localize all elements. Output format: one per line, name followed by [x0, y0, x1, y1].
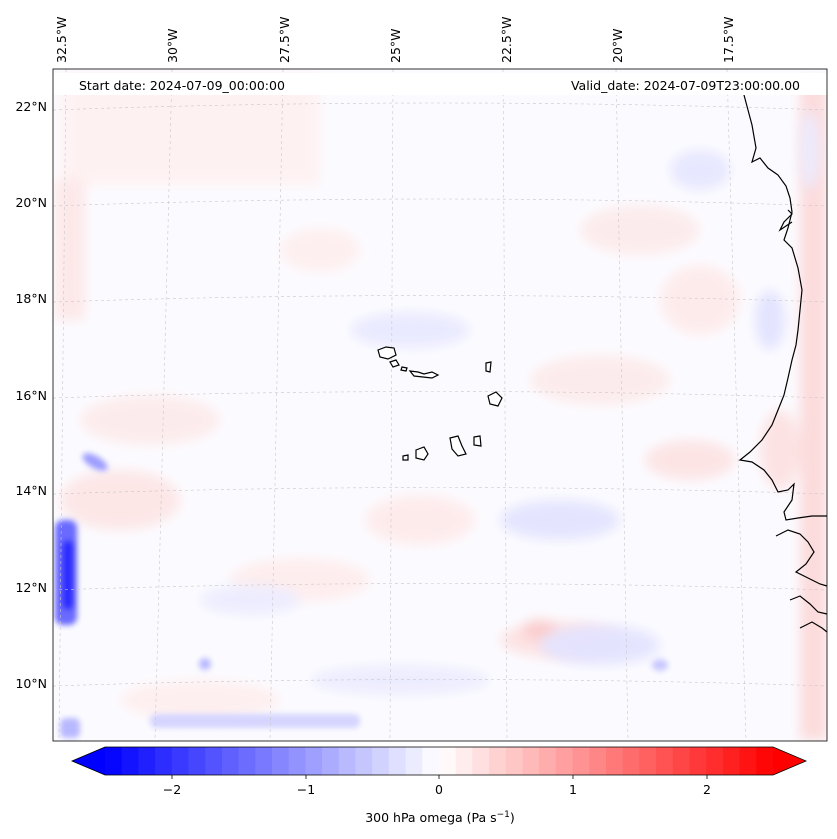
- island-sao-vicente: [389, 359, 400, 368]
- valid-date-label: Valid_date: 2024-07-09T23:00:00.00: [571, 78, 800, 93]
- colorbar-cell: [606, 747, 624, 775]
- colorbar-cell: [522, 747, 540, 775]
- lon-label-25w: 25°W: [388, 28, 403, 63]
- island-maio: [473, 435, 482, 447]
- colorbar-cell: [505, 747, 524, 775]
- colorbar-cell: [288, 747, 306, 775]
- colorbar-cell: [622, 747, 640, 775]
- colorbar-extend-min: [72, 747, 105, 775]
- map-frame: [52, 68, 828, 742]
- cape-verde-islands: [377, 346, 503, 461]
- island-santo-antao: [377, 346, 397, 360]
- colorbar-cells: [72, 747, 806, 775]
- lat-label-20n: 20°N: [15, 195, 47, 210]
- colorbar-ticks: [171, 775, 708, 779]
- colorbar-cell: [388, 747, 407, 775]
- colorbar-cell: [472, 747, 490, 775]
- lon-label-32-5w: 32.5°W: [54, 17, 69, 63]
- colorbar-cell: [439, 747, 457, 775]
- island-sal: [485, 361, 492, 373]
- colorbar-cell: [422, 747, 440, 775]
- lat-label-12n: 12°N: [15, 580, 47, 595]
- colorbar-label: 300 hPa omega (Pa s−1): [365, 810, 515, 825]
- lat-label-18n: 18°N: [15, 291, 47, 306]
- island-brava: [402, 454, 409, 461]
- graticule: [53, 69, 827, 741]
- colorbar-cell: [221, 747, 240, 775]
- colorbar-cell: [455, 747, 473, 775]
- colorbar-tick-1: 1: [569, 782, 577, 797]
- colorbar-cell: [338, 747, 357, 775]
- colorbar-cell: [205, 747, 223, 775]
- colorbar-cell: [105, 747, 123, 775]
- colorbar-cell: [489, 747, 507, 775]
- lon-label-17-5w: 17.5°W: [721, 17, 736, 63]
- colorbar-cell: [756, 747, 774, 775]
- colorbar-tick-minus-1: −1: [297, 782, 315, 797]
- colorbar-cell: [188, 747, 206, 775]
- colorbar-extend-max: [773, 747, 806, 775]
- colorbar-cell: [155, 747, 173, 775]
- lon-label-20w: 20°W: [610, 28, 625, 63]
- start-date-label: Start date: 2024-07-09_00:00:00: [79, 78, 285, 93]
- colorbar-cell: [672, 747, 691, 775]
- colorbar-cell: [305, 747, 323, 775]
- island-santiago: [449, 435, 467, 457]
- colorbar-cell: [138, 747, 156, 775]
- latitude-labels: 22°N 20°N 18°N 16°N 14°N 12°N 10°N: [15, 99, 47, 691]
- colorbar-cell: [171, 747, 190, 775]
- colorbar-cell: [656, 747, 674, 775]
- colorbar-tick-0: 0: [435, 782, 443, 797]
- colorbar-cell: [589, 747, 607, 775]
- colorbar-cell: [572, 747, 590, 775]
- lat-label-10n: 10°N: [15, 676, 47, 691]
- lon-label-30w: 30°W: [165, 28, 180, 63]
- island-sao-nicolau: [408, 370, 440, 379]
- colorbar-cell: [722, 747, 741, 775]
- lon-label-22-5w: 22.5°W: [499, 17, 514, 63]
- colorbar-cell: [739, 747, 757, 775]
- lat-label-22n: 22°N: [15, 99, 47, 114]
- colorbar-label-main: 300 hPa omega (Pa s: [365, 810, 496, 825]
- colorbar-cell: [405, 747, 423, 775]
- lat-label-16n: 16°N: [15, 388, 47, 403]
- colorbar-cell: [706, 747, 724, 775]
- map-panel: Start date: 2024-07-09_00:00:00 Valid_da…: [52, 68, 828, 742]
- colorbar-cell: [255, 747, 273, 775]
- longitude-labels: 32.5°W 30°W 27.5°W 25°W 22.5°W 20°W 17.5…: [54, 17, 736, 63]
- lon-label-27-5w: 27.5°W: [277, 17, 292, 63]
- lat-label-14n: 14°N: [15, 483, 47, 498]
- colorbar-cell: [539, 747, 557, 775]
- coastlines: [738, 94, 828, 633]
- colorbar-cell: [372, 747, 390, 775]
- colorbar-tick-2: 2: [703, 782, 711, 797]
- colorbar-label-exponent: −1: [497, 810, 510, 820]
- colorbar-cell: [689, 747, 707, 775]
- colorbar: −2 −1 0 1 2 300 hPa omega (Pa s−1): [70, 746, 808, 825]
- colorbar-cell: [121, 747, 139, 775]
- colorbar-cell: [555, 747, 574, 775]
- colorbar-cell: [639, 747, 657, 775]
- island-boa-vista: [487, 391, 503, 407]
- colorbar-tick-minus-2: −2: [163, 782, 181, 797]
- colorbar-cell: [322, 747, 340, 775]
- colorbar-cell: [272, 747, 290, 775]
- colorbar-label-close: ): [510, 810, 515, 825]
- island-santa-luzia: [400, 366, 408, 372]
- header-strip: [53, 73, 827, 95]
- colorbar-outline: [70, 746, 808, 776]
- island-fogo: [415, 446, 429, 461]
- colorbar-cell: [238, 747, 256, 775]
- colorbar-cell: [355, 747, 373, 775]
